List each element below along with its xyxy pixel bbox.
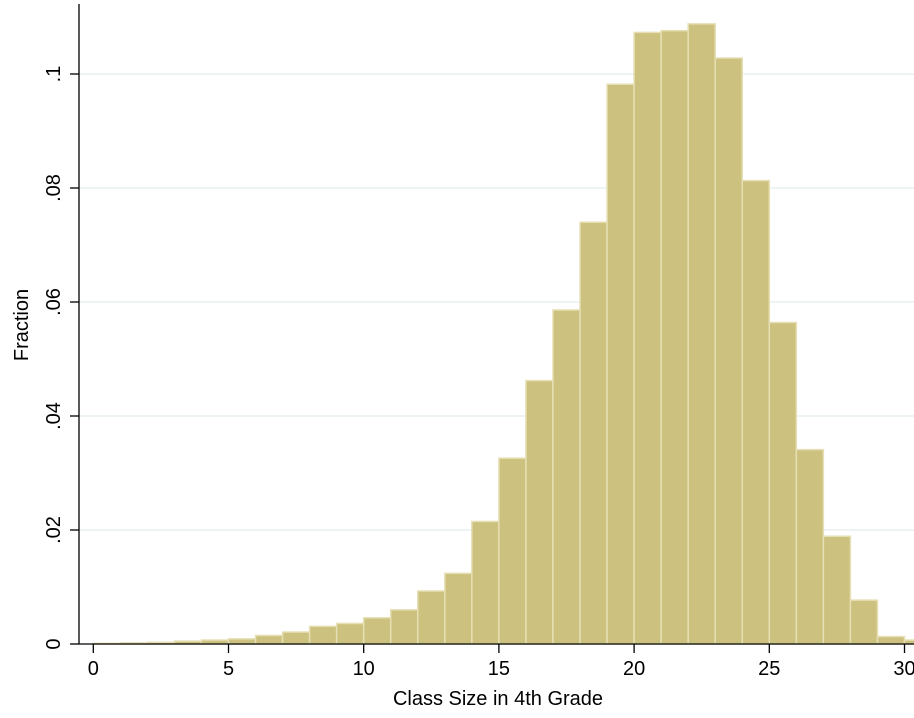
histogram-bar: [254, 634, 284, 645]
x-tick-label: 30: [893, 658, 914, 680]
histogram-bar: [389, 609, 419, 645]
y-tick-label: .08: [43, 174, 65, 202]
histogram-bar: [525, 379, 554, 645]
histogram-bar: [471, 520, 500, 645]
histogram-bar: [281, 631, 311, 645]
x-tick-label: 5: [223, 658, 234, 680]
y-tick-label: .04: [43, 402, 65, 430]
histogram-bar: [308, 625, 338, 645]
histogram-bar: [903, 639, 914, 645]
histogram-bar: [876, 635, 906, 645]
histogram-bar: [822, 535, 852, 645]
x-tick-label: 15: [488, 658, 510, 680]
histogram-bar: [741, 179, 771, 645]
x-tick-label: 25: [758, 658, 780, 680]
axes: [78, 4, 914, 645]
x-tick-label: 10: [353, 658, 375, 680]
x-axis-title: Class Size in 4th Grade: [393, 688, 603, 710]
x-tick-label: 20: [623, 658, 645, 680]
histogram-bar: [606, 83, 635, 645]
histogram-bar: [660, 29, 689, 645]
y-tick-label: .06: [43, 288, 65, 316]
histogram-bar: [335, 622, 365, 645]
histogram-bar: [687, 23, 716, 645]
y-tick-label: .02: [43, 516, 65, 544]
y-axis-ticks: 0 .02 .04 .06 .08 .1: [43, 66, 79, 650]
histogram-bar: [552, 309, 581, 645]
x-tick-label: 0: [88, 658, 99, 680]
histogram-bar: [849, 599, 879, 645]
y-tick-label: .1: [43, 66, 65, 83]
histogram-bar: [362, 617, 392, 645]
histogram-bar: [795, 448, 825, 645]
y-tick-label: 0: [43, 638, 65, 649]
histogram-bar: [444, 572, 473, 645]
histogram-bar: [714, 57, 744, 645]
histogram-bar: [227, 638, 257, 645]
histogram-bar: [768, 321, 798, 645]
histogram-bar: [417, 590, 446, 645]
histogram-bar: [579, 221, 608, 645]
histogram-bar: [633, 31, 662, 645]
histogram-bar: [498, 457, 527, 645]
y-axis-title: Fraction: [11, 289, 33, 361]
x-axis-ticks: 0 5 10 15 20 25 30: [88, 644, 914, 680]
